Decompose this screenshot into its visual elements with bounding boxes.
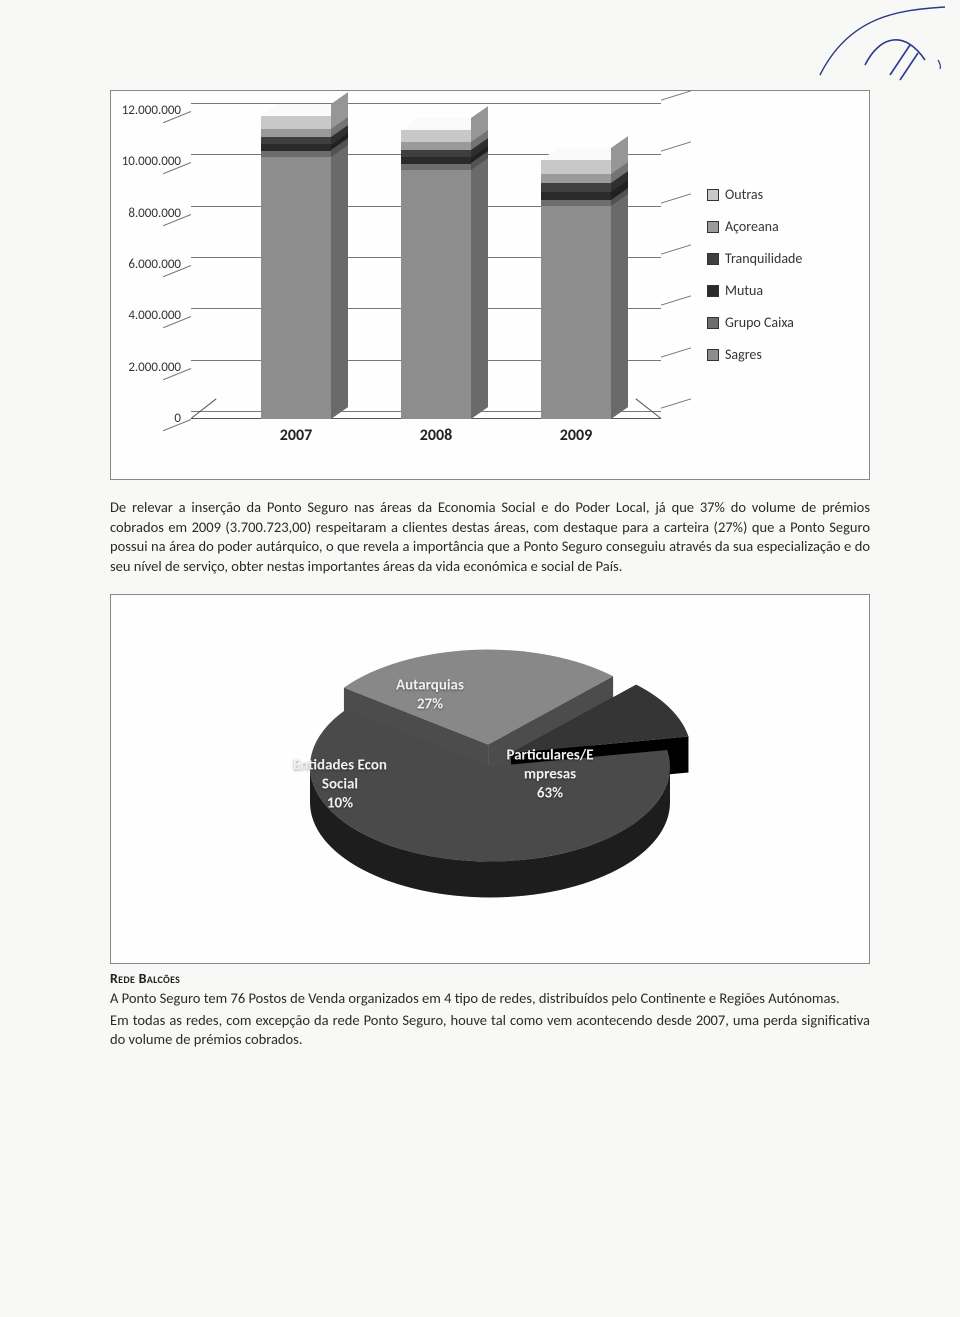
page-content: 0 2.000.000 4.000.000 6.000.000 8.000.000 10.… [110,90,870,1050]
y-tick-label: 8.000.000 [111,206,181,221]
x-tick-label: 2008 [391,426,481,445]
section-heading: Rede Balcões [110,970,870,987]
signature-mark [810,5,950,95]
legend-item: Açoreana [707,218,847,235]
bar-2007 [261,116,331,419]
paragraph-1: De relevar a inserção da Ponto Seguro na… [110,498,870,576]
x-tick-label: 2009 [531,426,621,445]
legend-item: Grupo Caixa [707,314,847,331]
y-tick-label: 4.000.000 [111,308,181,323]
paragraph-3: Em todas as redes, com excepção da rede … [110,1011,870,1050]
x-tick-label: 2007 [251,426,341,445]
y-tick-label: 12.000.000 [111,103,181,118]
y-tick-label: 0 [111,411,181,426]
bar-chart-legend: Outras Açoreana Tranquilidade Mutua Grupo Ca… [707,171,847,378]
bar-chart: 0 2.000.000 4.000.000 6.000.000 8.000.000 10.… [110,90,870,480]
y-tick-label: 10.000.000 [111,154,181,169]
bar-2009 [541,160,611,419]
legend-item: Tranquilidade [707,250,847,267]
legend-item: Outras [707,186,847,203]
paragraph-2: A Ponto Seguro tem 76 Postos de Venda or… [110,989,870,1009]
y-tick-label: 6.000.000 [111,257,181,272]
pie-slice-label: Autarquias27% [360,677,500,715]
y-tick-label: 2.000.000 [111,360,181,375]
bar-2008 [401,130,471,419]
legend-item: Mutua [707,282,847,299]
pie-slice-label: Entidades EconSocial10% [270,757,410,813]
pie-slice-label: Particulares/Empresas63% [480,747,620,803]
pie-chart: Particulares/Empresas63% Autarquias27% Ent… [110,594,870,964]
legend-item: Sagres [707,346,847,363]
